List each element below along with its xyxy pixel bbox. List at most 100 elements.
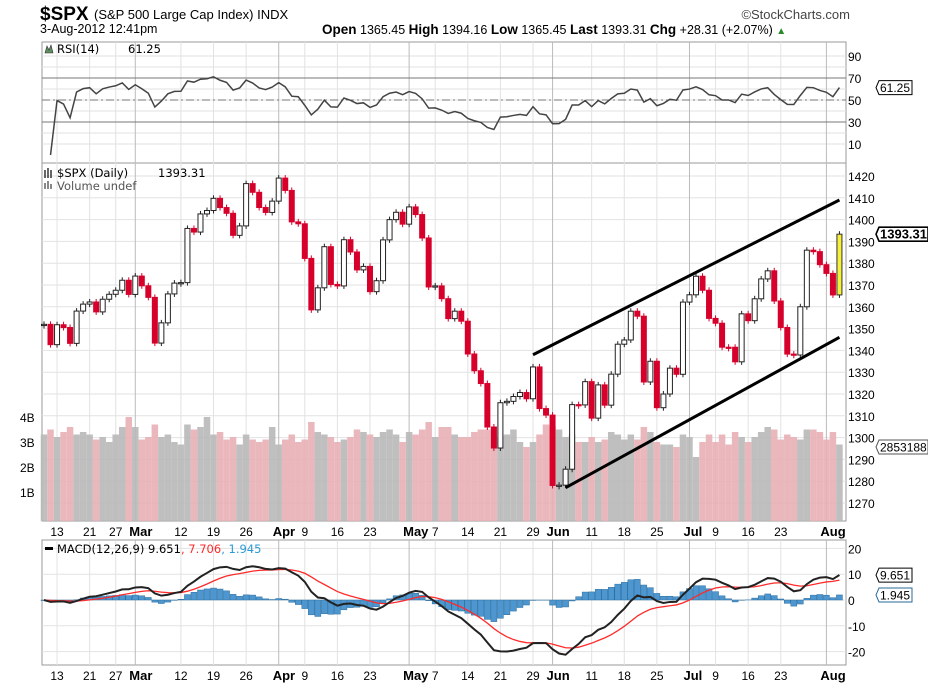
date-tick-label: Jun — [547, 524, 570, 539]
volume-tick-label: 2B — [20, 461, 35, 475]
macd-histogram-bar — [757, 595, 765, 601]
macd-histogram-bar — [471, 599, 478, 616]
macd-histogram-bar — [823, 594, 830, 601]
date-tick-label: 11 — [585, 525, 598, 539]
volume-bar — [621, 439, 628, 521]
volume-bar — [327, 437, 335, 521]
rsi-value: 61.25 — [128, 42, 161, 56]
candle-icon — [44, 168, 52, 178]
volume-bar — [190, 429, 198, 521]
volume-bar — [268, 427, 276, 521]
up-arrow-icon: ▲ — [776, 26, 787, 37]
candle — [438, 285, 445, 300]
candle — [549, 414, 556, 486]
volume-bar — [516, 442, 524, 521]
macd-histogram-bar — [236, 596, 243, 601]
candle — [367, 265, 373, 293]
volume-bar — [145, 437, 152, 521]
volume-title: Volume undef — [57, 179, 137, 193]
candle — [93, 301, 100, 313]
candle — [119, 279, 126, 291]
volume-bar — [660, 444, 667, 521]
volume-bar — [673, 447, 680, 521]
volume-bar — [829, 432, 837, 521]
histogram-value-box: 1.945 — [875, 587, 913, 603]
macd-histogram-bar — [490, 599, 498, 622]
date-tick-label: 29 — [526, 525, 540, 539]
macd-histogram-bar — [816, 594, 824, 601]
volume-bar — [262, 439, 269, 521]
rsi-legend: RSI(14) 61.25 — [44, 42, 161, 56]
macd-value-box-frame — [875, 567, 913, 583]
volume-bar — [229, 437, 237, 521]
last-price-box-text: 1393.31 — [880, 227, 927, 242]
macd-histogram-bar — [151, 599, 159, 603]
macd-swatch-icon — [45, 547, 53, 550]
date-tick-label: 9 — [301, 525, 308, 539]
price-tick-label: 1280 — [848, 475, 875, 489]
date-tick-label: 14 — [461, 669, 475, 683]
date-tick-label: 9 — [712, 669, 719, 683]
date-tick-label: Aug — [820, 668, 845, 683]
candle — [353, 251, 360, 271]
rsi-tick-label: 10 — [848, 138, 862, 152]
macd-histogram-bar — [425, 599, 432, 601]
candle — [243, 183, 250, 227]
macd-histogram-bar — [549, 599, 556, 606]
macd-histogram-bar — [614, 583, 622, 601]
macd-histogram-bar — [712, 591, 719, 601]
volume-bar — [568, 434, 576, 521]
volume-bar — [816, 432, 824, 521]
price-tick-label: 1330 — [848, 366, 875, 380]
macd-histogram-bar — [484, 599, 491, 620]
date-tick-label: 13 — [50, 669, 64, 683]
macd-histogram-bar — [516, 599, 524, 608]
macd-histogram-bar — [575, 596, 582, 601]
macd-tick-label: 20 — [848, 542, 862, 556]
price-tick-label: 1310 — [848, 410, 875, 424]
candle — [738, 313, 745, 363]
volume-bar — [536, 434, 543, 521]
volume-bar — [360, 432, 367, 521]
macd-histogram-bar — [647, 587, 654, 601]
candle — [86, 301, 93, 305]
volume-bar — [216, 432, 224, 521]
date-tick-label: 23 — [774, 525, 788, 539]
volume-bar — [477, 429, 485, 521]
candle — [745, 313, 752, 322]
macd-histogram-bar — [464, 599, 472, 614]
volume-bar — [40, 434, 48, 521]
candle — [725, 346, 732, 349]
volume-bar — [738, 437, 745, 521]
macd-histogram-bar — [692, 585, 700, 601]
candle — [190, 227, 197, 233]
date-tick-label: 26 — [239, 525, 253, 539]
price-tick-label: 1410 — [848, 192, 875, 206]
candle — [556, 484, 563, 487]
candle — [60, 324, 67, 329]
date-tick-label: 21 — [494, 525, 508, 539]
date-tick-label: 12 — [174, 525, 188, 539]
volume-bar — [712, 442, 719, 521]
volume-bar — [471, 432, 478, 521]
volume-bar — [581, 442, 589, 521]
candle — [523, 392, 530, 400]
candle — [67, 327, 74, 344]
volume-bar — [203, 417, 211, 521]
volume-bar — [79, 432, 87, 521]
trendline — [564, 336, 841, 490]
volume-bar — [164, 434, 172, 521]
volume-bar — [823, 439, 830, 521]
date-tick-label: Jul — [683, 668, 702, 683]
candle — [647, 360, 654, 383]
candle — [471, 353, 478, 372]
candle — [790, 353, 797, 356]
volume-bar — [379, 432, 387, 521]
volume-bar — [255, 442, 263, 521]
candle — [634, 310, 641, 317]
volume-bar — [223, 439, 230, 521]
volume-bar — [634, 439, 641, 521]
volume-bar — [725, 444, 732, 521]
volume-bar — [607, 432, 615, 521]
volume-tick-label: 3B — [20, 436, 35, 450]
